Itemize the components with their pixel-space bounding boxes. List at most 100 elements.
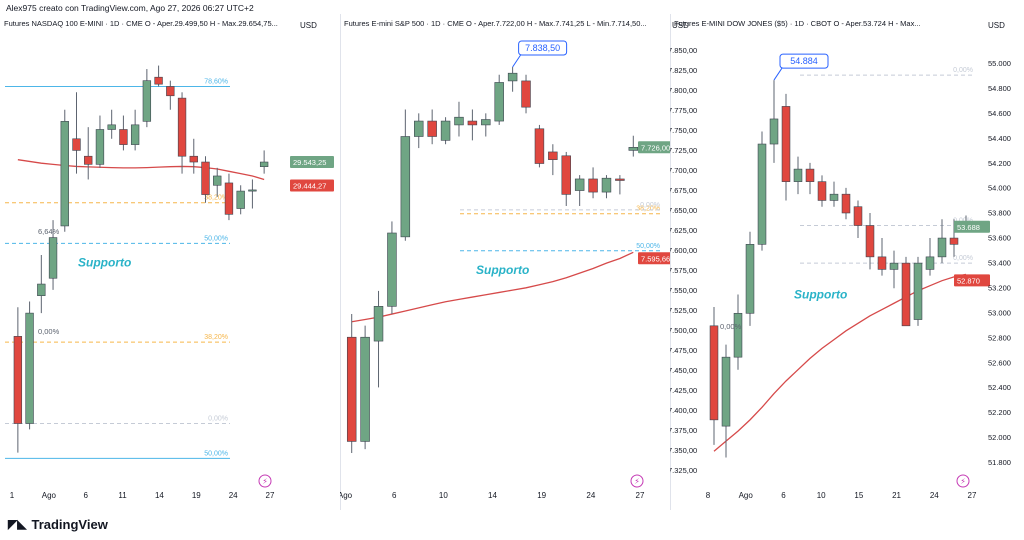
last-price-tag — [290, 156, 334, 169]
y-tick-label: 7.600,00 — [670, 246, 697, 255]
candle-body — [213, 175, 222, 186]
sp500-chart-svg: 38,20%50,00%0,00%Supporto30.400,0030.200… — [340, 40, 670, 500]
support-label: Supporto — [476, 263, 529, 277]
candle-body — [48, 237, 58, 279]
y-tick-label: 55.000 — [988, 59, 1011, 68]
x-tick-label: 27 — [968, 491, 977, 500]
candle-body — [521, 80, 531, 108]
candle-body — [937, 237, 947, 258]
y-tick-label: 53.200 — [988, 283, 1011, 292]
y-tick-label: 7.525,00 — [670, 306, 697, 315]
candle-body — [494, 82, 504, 122]
nasdaq-chart-svg: 78,60% 38,20% 50,00% 38,20% 50,00% 0,00% Suppo… — [5, 65, 334, 500]
y-tick-label: 7.700,00 — [670, 166, 697, 175]
sp500-chart-panel[interactable]: Futures E-mini S&P 500 · 1D · CME O - Ap… — [340, 0, 689, 510]
candle-body — [400, 136, 411, 238]
candle-body — [793, 168, 803, 182]
x-tick-label: Ago — [739, 491, 754, 500]
currency-label: USD — [672, 21, 689, 30]
y-tick-label: 52.200 — [988, 408, 1011, 417]
y-tick-label: 7.800,00 — [670, 86, 697, 95]
callout-label: 54.884 — [790, 56, 818, 66]
candle-body — [414, 120, 424, 137]
y-tick-label: 7.650,00 — [670, 206, 697, 215]
candle-body — [236, 190, 245, 209]
x-tick-label: 24 — [930, 491, 939, 500]
candle-body — [440, 120, 451, 141]
candle-body — [925, 256, 935, 270]
candle-body — [84, 155, 93, 165]
candle-body — [534, 128, 545, 164]
candle-body — [507, 72, 518, 82]
candle-body — [72, 138, 81, 151]
fib-level-label: 0,00% — [953, 67, 973, 74]
callout-pointer — [773, 67, 783, 81]
candle-body — [467, 120, 478, 126]
currency-label: USD — [988, 21, 1005, 30]
y-tick-label: 53.800 — [988, 209, 1011, 218]
candle-body — [427, 120, 437, 137]
candle-body — [628, 147, 639, 151]
y-tick-label: 7.550,00 — [670, 286, 697, 295]
candle-body — [574, 178, 585, 191]
panel-divider — [340, 14, 341, 510]
y-tick-label: 52.600 — [988, 358, 1011, 367]
x-tick-label: 14 — [488, 491, 497, 500]
x-tick-label: 21 — [892, 491, 901, 500]
x-tick-label: 10 — [817, 491, 826, 500]
fib-level-label: 0,00% — [953, 255, 973, 262]
y-tick-label: 7.775,00 — [670, 106, 697, 115]
lightning-glyph: ⚡ — [960, 477, 966, 486]
y-tick-label: 7.475,00 — [670, 346, 697, 355]
callout-box — [518, 40, 568, 56]
candle-body — [913, 262, 923, 320]
fib-level-label: 0,00% — [208, 416, 228, 423]
last-price-label: 53.688 — [957, 223, 980, 232]
last-price-label: 29.543,25 — [293, 158, 326, 167]
x-tick-label: 6 — [83, 491, 88, 500]
y-tick-label: 54.600 — [988, 109, 1011, 118]
lightning-icon — [956, 474, 970, 488]
y-tick-label: 7.500,00 — [670, 326, 697, 335]
tradingview-footer[interactable]: ◤◣ TradingView — [8, 514, 108, 534]
fib-level-label: 50,00% — [204, 450, 228, 457]
nasdaq-chart-panel[interactable]: Futures NASDAQ 100 E-MINI · 1D · CME O -… — [0, 0, 340, 510]
x-tick-label: Ago — [340, 491, 353, 500]
dow-chart-svg: 0,00% 0,00% 0,00% Supporto 7.850,00 7.825,00 7… — [670, 46, 1011, 500]
chart-title: Futures NASDAQ 100 E-MINI · 1D · CME O -… — [4, 19, 278, 28]
moving-average-line — [351, 251, 634, 323]
candle-body — [166, 86, 175, 97]
percent-label: 0,00% — [38, 327, 60, 336]
ma-price-tag — [954, 274, 990, 287]
moving-average-line — [713, 273, 967, 452]
fib-level-label: 38,20% — [204, 334, 228, 341]
y-tick-label: 52.000 — [988, 433, 1011, 442]
y-tick-label: 54.800 — [988, 84, 1011, 93]
candle-body — [360, 336, 370, 442]
candle-body — [142, 80, 152, 122]
y-tick-label: 7.625,00 — [670, 226, 697, 235]
candle-body — [817, 181, 827, 201]
lightning-glyph: ⚡ — [634, 477, 640, 486]
chart-title: Futures E-MINI DOW JONES ($5) · 1D · CBO… — [674, 19, 921, 28]
x-tick-label: 8 — [706, 491, 711, 500]
candle-body — [615, 178, 625, 181]
x-tick-label: 19 — [192, 491, 201, 500]
x-tick-label: 14 — [155, 491, 164, 500]
ma-price-tag — [638, 252, 670, 265]
percent-label: 0,00% — [720, 322, 742, 331]
dow-chart-panel[interactable]: Futures E-MINI DOW JONES ($5) · 1D · CBO… — [670, 0, 1024, 510]
fib-level-label: 78,60% — [204, 78, 228, 85]
y-tick-label: 53.600 — [988, 234, 1011, 243]
y-tick-label: 7.825,00 — [670, 66, 697, 75]
x-tick-label: 19 — [537, 491, 546, 500]
candle-body — [561, 155, 571, 195]
candle-body — [769, 118, 779, 145]
x-tick-label: Ago — [42, 491, 57, 500]
candle-body — [889, 262, 899, 270]
x-tick-label: 10 — [439, 491, 448, 500]
moving-average-line — [17, 159, 265, 181]
callout-pointer — [512, 54, 522, 68]
y-tick-label: 7.400,00 — [670, 406, 697, 415]
x-tick-label: 24 — [586, 491, 595, 500]
